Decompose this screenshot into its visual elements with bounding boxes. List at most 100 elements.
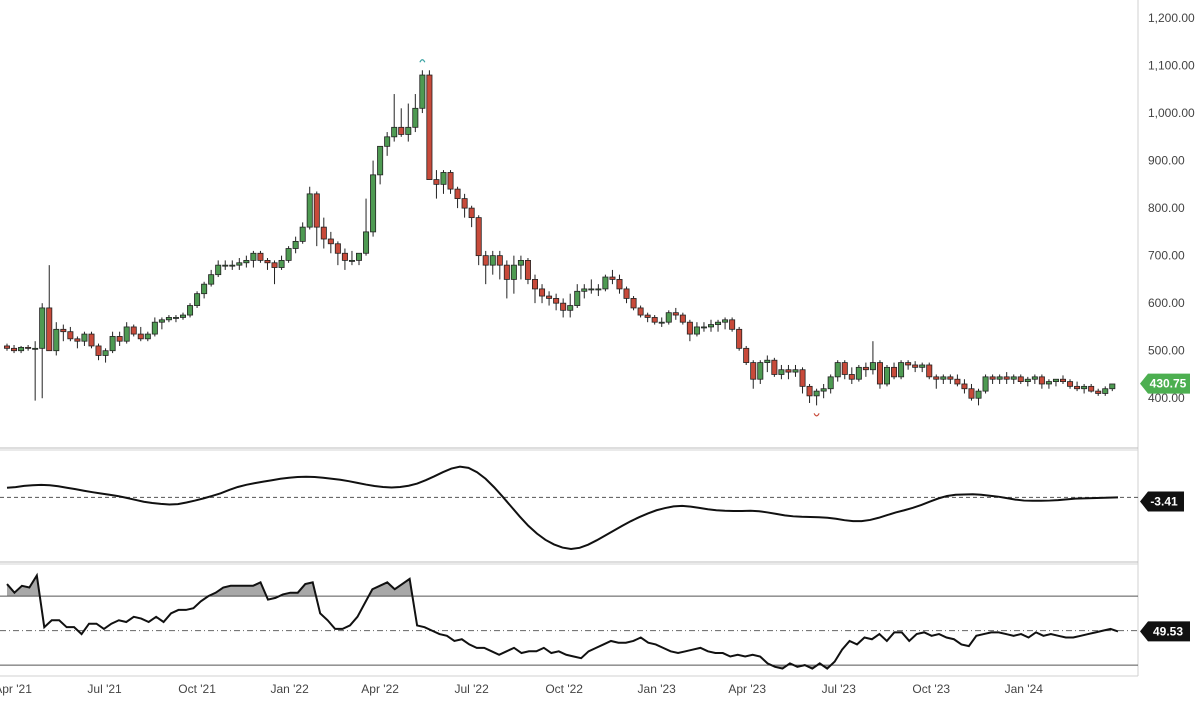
candle [25, 345, 32, 351]
candle-body [517, 259, 524, 266]
candle [377, 145, 384, 185]
candle-body [201, 283, 208, 295]
candle-body [503, 264, 510, 280]
candle-body [546, 295, 553, 299]
candle [18, 345, 25, 354]
candle-body [412, 107, 419, 128]
candle [827, 374, 834, 394]
overbought-fill [279, 582, 317, 597]
candle [370, 160, 377, 237]
candle-body [1017, 376, 1024, 382]
candle [313, 191, 320, 247]
candle-body [123, 326, 130, 342]
candle [257, 250, 264, 263]
candle-body [489, 255, 496, 266]
candle [236, 258, 243, 270]
candle-body [194, 293, 201, 306]
candle-body [1067, 381, 1074, 387]
candle [806, 383, 813, 403]
candle-body [60, 328, 67, 333]
candle-body [39, 307, 46, 349]
candle-body [419, 74, 426, 109]
candle-body [891, 366, 898, 378]
candle-body [313, 193, 320, 228]
candle-body [679, 314, 686, 323]
candle [1095, 388, 1102, 396]
candle-body [355, 252, 362, 261]
candle [426, 70, 433, 180]
candle [53, 322, 60, 356]
candle-body [778, 369, 785, 375]
candle [165, 315, 172, 323]
candle [1017, 374, 1024, 384]
price-tick-label: 800.00 [1148, 201, 1185, 215]
candle [884, 364, 891, 387]
candle-body [496, 255, 503, 266]
candle [1052, 378, 1059, 387]
candle [651, 315, 658, 325]
candle-body [257, 252, 264, 261]
candle [996, 374, 1003, 384]
candle [201, 281, 208, 299]
rsi-badge-shape [1140, 621, 1190, 642]
candle-body [363, 231, 370, 254]
candle-body [975, 390, 982, 399]
candle-body [18, 346, 25, 352]
candle [1081, 383, 1088, 394]
candle [271, 260, 278, 285]
candle [454, 186, 461, 209]
candle [841, 360, 848, 380]
candle-body [785, 369, 792, 373]
candle [975, 388, 982, 406]
candle-body [912, 364, 919, 368]
candle [848, 367, 855, 384]
candle [482, 250, 489, 285]
candle-body [370, 174, 377, 233]
candle-body [644, 314, 651, 318]
candle [440, 170, 447, 194]
candle-body [715, 321, 722, 325]
candle [419, 70, 426, 114]
candle-body [940, 376, 947, 380]
candle-body [398, 126, 405, 135]
candle [208, 269, 215, 287]
candle [363, 198, 370, 256]
candle-body [553, 298, 560, 304]
candle [264, 258, 271, 270]
candle [11, 345, 18, 354]
candle-body [440, 172, 447, 185]
candle [588, 279, 595, 294]
candle-body [116, 336, 123, 342]
time-tick-label: Apr '23 [728, 682, 766, 696]
candle-body [320, 226, 327, 240]
price-axis: 1,200.00 1,100.00 1,000.00 900.00 800.00 700.… [1148, 11, 1195, 405]
candle-body [482, 255, 489, 266]
candle [524, 258, 531, 285]
candle-body [187, 305, 194, 316]
candle [130, 324, 137, 337]
candle-body [25, 346, 32, 349]
low-marker [813, 413, 820, 417]
candle-body [588, 288, 595, 291]
candle [327, 231, 334, 254]
high-marker [419, 59, 426, 63]
candle-body [377, 145, 384, 176]
candle-body [1081, 385, 1088, 390]
candle-body [539, 288, 546, 297]
candle [405, 103, 412, 142]
candle [785, 364, 792, 380]
candle [940, 374, 947, 384]
candle-body [876, 362, 883, 385]
price-tick-label: 500.00 [1148, 344, 1185, 358]
candle-body [222, 264, 229, 267]
candle [982, 374, 989, 394]
candle-body [630, 298, 637, 309]
candle-body [243, 259, 250, 264]
time-tick-label: Apr '21 [0, 682, 32, 696]
candle [510, 255, 517, 294]
candle [4, 343, 10, 351]
candle-body [391, 126, 398, 138]
candle-body [1031, 376, 1038, 380]
candle [679, 312, 686, 325]
candle [412, 94, 419, 133]
